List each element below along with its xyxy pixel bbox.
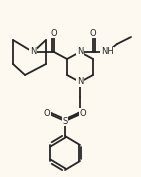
- Text: N: N: [77, 78, 83, 87]
- Text: S: S: [62, 116, 68, 125]
- Text: O: O: [44, 109, 50, 118]
- Text: O: O: [80, 109, 86, 118]
- Text: O: O: [90, 28, 96, 38]
- Text: O: O: [51, 28, 57, 38]
- Text: NH: NH: [101, 47, 113, 56]
- Text: N: N: [77, 47, 83, 56]
- Text: N: N: [30, 47, 36, 56]
